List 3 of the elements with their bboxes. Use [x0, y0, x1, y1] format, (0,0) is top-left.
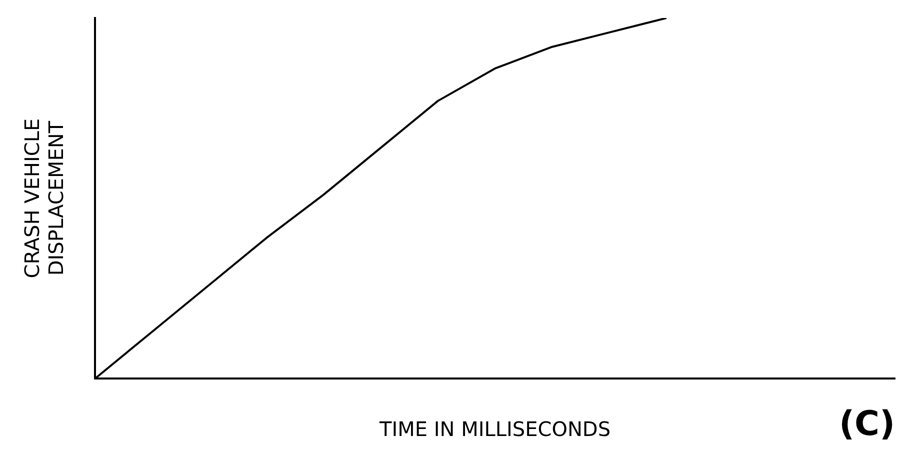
x-axis-title: TIME IN MILLISECONDS	[378, 417, 611, 442]
y-axis-title: CRASH VEHICLE DISPLACEMENT	[20, 118, 68, 278]
text: (C)	[838, 404, 895, 444]
